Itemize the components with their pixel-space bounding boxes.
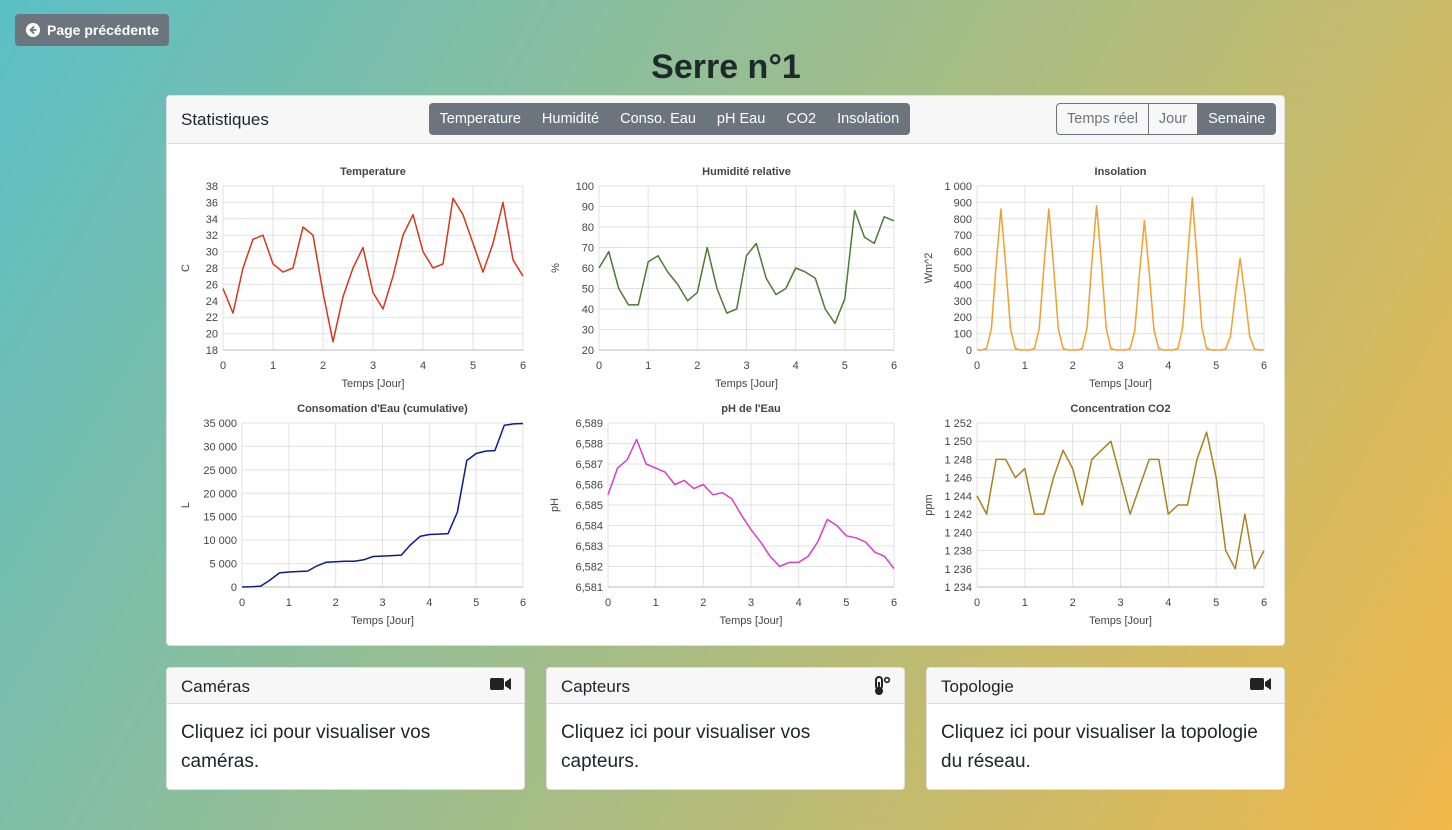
tab-button[interactable]: pH Eau — [716, 111, 766, 127]
camera-icon — [1250, 678, 1271, 690]
thermometer-icon — [875, 676, 891, 695]
card-header: Caméras — [167, 668, 524, 704]
tab-button[interactable]: Insolation — [837, 111, 900, 127]
card-text: Cliquez ici pour visualiser vos caméras. — [181, 722, 431, 772]
card[interactable]: Topologie Cliquez ici pour visualiser la… — [926, 667, 1285, 790]
back-button[interactable]: Page précédente — [15, 14, 169, 46]
card-title: Capteurs — [561, 677, 630, 696]
tab-button[interactable]: Temperature — [439, 111, 521, 127]
panel-header: Statistiques Temperature Humidité Conso. E… — [167, 96, 1284, 144]
range-button[interactable]: Temps réel — [1056, 103, 1149, 135]
back-icon — [26, 23, 40, 37]
card-title: Topologie — [941, 677, 1014, 696]
range-button[interactable]: Jour — [1147, 103, 1199, 135]
camera-icon — [490, 678, 511, 690]
card-title: Caméras — [181, 677, 250, 696]
tab-button[interactable]: CO2 — [786, 111, 817, 127]
stats-panel: Statistiques Temperature Humidité Conso. E… — [166, 95, 1285, 646]
back-label: Page précédente — [47, 22, 160, 38]
panel-title: Statistiques — [181, 110, 269, 129]
card-text: Cliquez ici pour visualiser la topologie… — [941, 722, 1258, 772]
page-title: Serre n°1 — [651, 48, 801, 86]
card-header: Capteurs — [547, 668, 904, 704]
range-group: Temps réel Jour Semaine — [1056, 103, 1277, 135]
tab-button[interactable]: Humidité — [541, 111, 600, 127]
card-text: Cliquez ici pour visualiser vos capteurs… — [561, 722, 811, 772]
card[interactable]: Caméras Cliquez ici pour visualiser vos … — [166, 667, 525, 790]
tab-group: Temperature Humidité Conso. Eau pH Eau CO2 In… — [429, 103, 910, 135]
range-button[interactable]: Semaine — [1197, 103, 1277, 135]
tab-button[interactable]: Conso. Eau — [620, 111, 696, 127]
card-header: Topologie — [927, 668, 1284, 704]
card[interactable]: Capteurs Cliquez ici pour visualiser vos… — [546, 667, 905, 790]
